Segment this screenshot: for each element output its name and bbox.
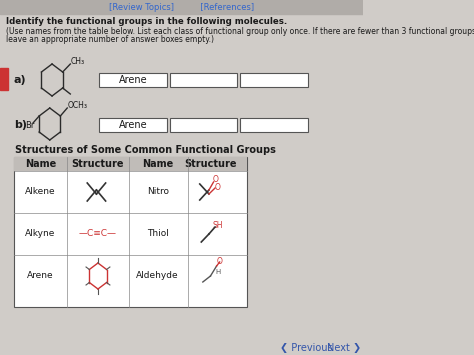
Bar xyxy=(170,118,237,132)
Bar xyxy=(14,157,247,171)
Text: O: O xyxy=(212,175,218,184)
Bar xyxy=(14,157,247,307)
Text: Br: Br xyxy=(25,121,35,131)
Text: Aldehyde: Aldehyde xyxy=(137,272,179,280)
Text: Arene: Arene xyxy=(119,120,147,130)
Bar xyxy=(100,73,167,87)
Bar xyxy=(100,118,167,132)
Text: —C≡C—: —C≡C— xyxy=(79,229,117,239)
Text: Structures of Some Common Functional Groups: Structures of Some Common Functional Gro… xyxy=(15,145,276,155)
Text: Alkene: Alkene xyxy=(25,187,56,197)
Text: ❮ Previous: ❮ Previous xyxy=(280,343,332,353)
Text: CH₃: CH₃ xyxy=(71,58,85,66)
Text: SH: SH xyxy=(212,220,223,229)
Text: Name: Name xyxy=(25,159,56,169)
Bar xyxy=(240,73,308,87)
Text: Identify the functional groups in the following molecules.: Identify the functional groups in the fo… xyxy=(6,17,287,27)
Bar xyxy=(240,118,308,132)
Text: leave an appropriate number of answer boxes empty.): leave an appropriate number of answer bo… xyxy=(6,34,214,44)
Text: OCH₃: OCH₃ xyxy=(68,102,88,110)
Text: Nitro: Nitro xyxy=(146,187,169,197)
Text: O: O xyxy=(214,184,220,192)
Text: (Use names from the table below. List each class of functional group only once. : (Use names from the table below. List ea… xyxy=(6,27,474,36)
Text: b): b) xyxy=(14,120,27,130)
Bar xyxy=(0,68,8,90)
Text: Thiol: Thiol xyxy=(147,229,169,239)
Text: Structure: Structure xyxy=(72,159,124,169)
Text: Alkyne: Alkyne xyxy=(26,229,56,239)
Text: H: H xyxy=(216,269,221,275)
Text: Name: Name xyxy=(142,159,173,169)
Text: a): a) xyxy=(14,75,27,85)
Bar xyxy=(0,0,363,14)
Bar xyxy=(170,73,237,87)
Text: Arene: Arene xyxy=(27,272,54,280)
Text: Structure: Structure xyxy=(184,159,237,169)
Text: [Review Topics]          [References]: [Review Topics] [References] xyxy=(109,2,254,11)
Text: Arene: Arene xyxy=(119,75,147,85)
Text: O: O xyxy=(217,257,223,267)
Text: Next ❯: Next ❯ xyxy=(328,343,362,353)
